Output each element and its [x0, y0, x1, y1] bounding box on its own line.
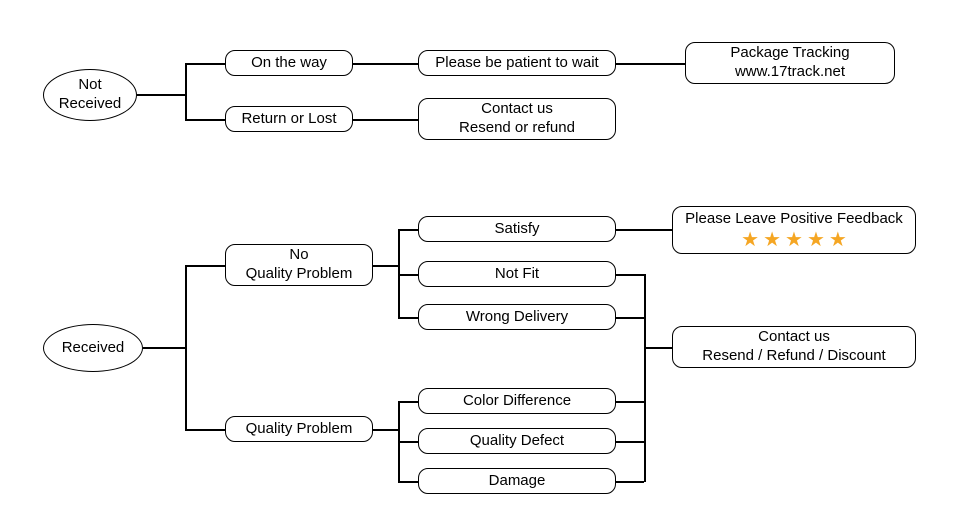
label-received: Received: [62, 339, 125, 358]
node-damage: Damage: [418, 468, 616, 494]
label-not-fit: Not Fit: [495, 265, 539, 284]
stars-row: ★ ★ ★ ★ ★: [741, 230, 847, 250]
node-contact-resend-refund: Contact usResend or refund: [418, 98, 616, 140]
star-icon: ★: [763, 230, 781, 250]
node-quality-defect: Quality Defect: [418, 428, 616, 454]
label-damage: Damage: [489, 472, 546, 491]
edge: [373, 429, 398, 431]
edge: [616, 317, 644, 319]
edge: [373, 265, 398, 267]
node-no-quality-problem: NoQuality Problem: [225, 244, 373, 286]
edge: [644, 274, 646, 482]
label-quality-problem: Quality Problem: [246, 420, 353, 439]
edge: [644, 347, 672, 349]
edge: [185, 265, 225, 267]
edge: [143, 347, 185, 349]
node-package-tracking: Package Trackingwww.17track.net: [685, 42, 895, 84]
label-return-or-lost: Return or Lost: [241, 110, 336, 129]
edge: [616, 63, 685, 65]
node-color-difference: Color Difference: [418, 388, 616, 414]
node-quality-problem: Quality Problem: [225, 416, 373, 442]
edge: [353, 63, 418, 65]
edge: [616, 274, 644, 276]
edge: [353, 119, 418, 121]
edge: [616, 401, 644, 403]
node-not-received: NotReceived: [43, 69, 137, 121]
edge: [616, 229, 672, 231]
node-contact-rrd: Contact usResend / Refund / Discount: [672, 326, 916, 368]
node-please-wait: Please be patient to wait: [418, 50, 616, 76]
label-contact-resend-refund: Contact usResend or refund: [459, 100, 575, 138]
label-contact-rrd: Contact usResend / Refund / Discount: [702, 328, 885, 366]
label-package-tracking: Package Trackingwww.17track.net: [730, 44, 849, 82]
node-received: Received: [43, 324, 143, 372]
edge: [185, 429, 225, 431]
label-not-received: NotReceived: [59, 76, 122, 114]
edge: [398, 401, 418, 403]
edge: [185, 119, 225, 121]
star-icon: ★: [829, 230, 847, 250]
label-positive-feedback: Please Leave Positive Feedback: [685, 210, 903, 229]
label-color-difference: Color Difference: [463, 392, 571, 411]
node-return-or-lost: Return or Lost: [225, 106, 353, 132]
label-quality-defect: Quality Defect: [470, 432, 564, 451]
edge: [185, 63, 225, 65]
edge: [398, 229, 400, 317]
label-please-wait: Please be patient to wait: [435, 54, 598, 73]
edge: [398, 317, 418, 319]
star-icon: ★: [741, 230, 759, 250]
label-wrong-delivery: Wrong Delivery: [466, 308, 568, 327]
edge: [398, 274, 418, 276]
node-on-the-way: On the way: [225, 50, 353, 76]
edge: [398, 229, 418, 231]
node-satisfy: Satisfy: [418, 216, 616, 242]
node-not-fit: Not Fit: [418, 261, 616, 287]
node-wrong-delivery: Wrong Delivery: [418, 304, 616, 330]
edge: [398, 441, 418, 443]
node-positive-feedback: Please Leave Positive Feedback ★ ★ ★ ★ ★: [672, 206, 916, 254]
edge: [185, 63, 187, 119]
label-on-the-way: On the way: [251, 54, 327, 73]
edge: [185, 265, 187, 429]
edge: [616, 481, 644, 483]
star-icon: ★: [807, 230, 825, 250]
label-satisfy: Satisfy: [494, 220, 539, 239]
edge: [137, 94, 185, 96]
star-icon: ★: [785, 230, 803, 250]
label-no-quality-problem: NoQuality Problem: [246, 246, 353, 284]
edge: [616, 441, 644, 443]
edge: [398, 481, 418, 483]
